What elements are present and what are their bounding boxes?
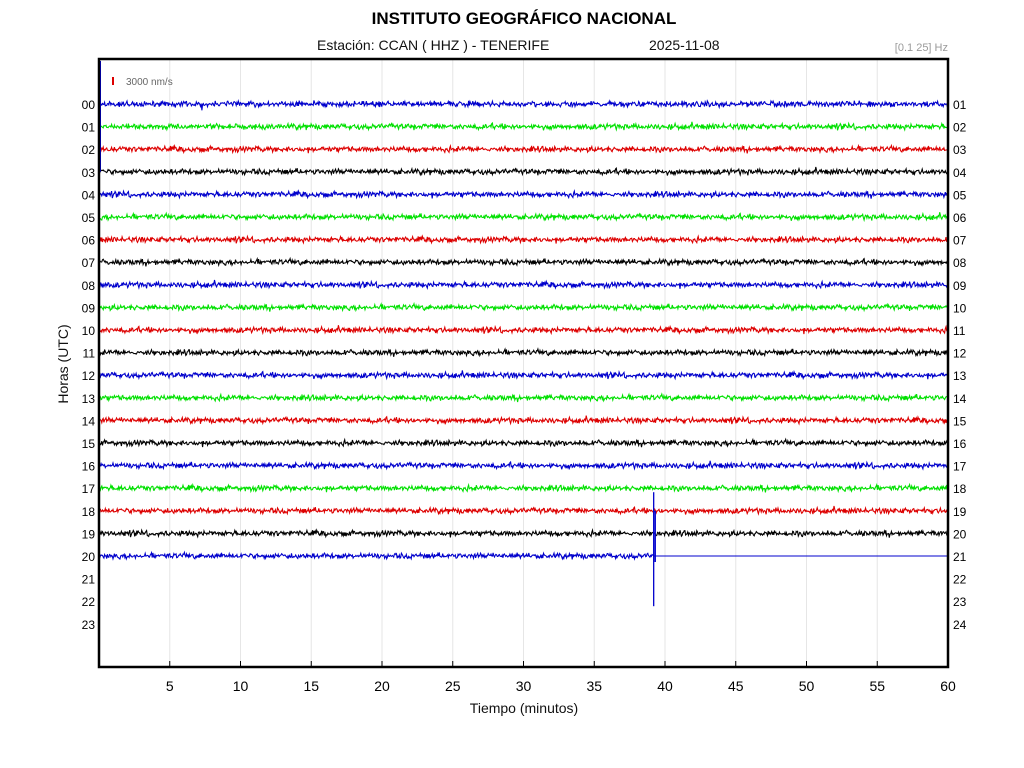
hour-label-left: 06 xyxy=(82,234,96,248)
hour-label-right: 21 xyxy=(953,550,967,564)
x-tick-label: 25 xyxy=(445,678,461,694)
hour-label-right: 17 xyxy=(953,460,967,474)
x-axis-label: Tiempo (minutos) xyxy=(469,700,579,716)
x-tick-label: 55 xyxy=(869,678,885,694)
hour-label-right: 03 xyxy=(953,143,967,157)
trace-hour-12 xyxy=(98,369,948,381)
hour-label-right: 04 xyxy=(953,166,967,180)
hour-label-left: 02 xyxy=(82,143,96,157)
trace-hour-09 xyxy=(98,301,948,313)
x-tick-label: 30 xyxy=(516,678,532,694)
trace-hour-15 xyxy=(98,437,948,449)
hour-label-left: 21 xyxy=(82,573,96,587)
trace-hour-11 xyxy=(98,347,948,358)
trace-hour-20 xyxy=(98,550,654,561)
hour-label-right: 14 xyxy=(953,392,967,406)
hour-label-right: 20 xyxy=(953,527,967,541)
trace-hour-03 xyxy=(98,166,948,177)
hour-label-left: 14 xyxy=(82,414,96,428)
hour-label-left: 11 xyxy=(83,347,96,361)
trace-hour-01 xyxy=(98,121,948,132)
hour-label-right: 22 xyxy=(953,573,967,587)
hour-label-left: 07 xyxy=(82,256,96,270)
hour-label-right: 19 xyxy=(953,505,967,519)
trace-hour-16 xyxy=(98,460,948,471)
hour-label-left: 16 xyxy=(82,460,96,474)
hour-label-right: 12 xyxy=(953,347,967,361)
trace-hour-14 xyxy=(98,415,948,426)
hour-label-right: 10 xyxy=(953,301,967,315)
hour-label-left: 10 xyxy=(82,324,96,338)
trace-hour-19 xyxy=(98,528,948,539)
hour-label-left: 08 xyxy=(82,279,96,293)
x-tick-label: 35 xyxy=(586,678,602,694)
trace-hour-10 xyxy=(98,324,948,336)
trace-hour-04 xyxy=(98,189,948,200)
x-tick-label: 15 xyxy=(303,678,319,694)
hour-label-right: 06 xyxy=(953,211,967,225)
date-label: 2025-11-08 xyxy=(649,37,720,53)
filter-band: [0.1 25] Hz xyxy=(894,42,948,54)
hour-label-left: 23 xyxy=(82,618,96,632)
trace-hour-18 xyxy=(98,505,948,516)
trace-hour-05 xyxy=(98,211,948,223)
hour-label-right: 07 xyxy=(953,234,967,248)
hour-label-right: 24 xyxy=(953,618,967,632)
scale-label: 3000 nm/s xyxy=(126,77,173,88)
hour-label-right: 01 xyxy=(953,98,967,112)
hour-label-right: 18 xyxy=(953,482,967,496)
trace-hour-07 xyxy=(98,256,948,268)
hour-label-left: 18 xyxy=(82,505,96,519)
y-axis-label: Horas (UTC) xyxy=(55,324,71,404)
hour-label-left: 20 xyxy=(82,550,96,564)
hour-label-left: 17 xyxy=(82,482,96,496)
hour-label-left: 22 xyxy=(82,595,96,609)
chart-title: INSTITUTO GEOGRÁFICO NACIONAL xyxy=(371,9,677,28)
trace-hour-02 xyxy=(98,143,948,155)
trace-hour-08 xyxy=(98,279,948,290)
hour-label-right: 05 xyxy=(953,188,967,202)
x-tick-label: 50 xyxy=(799,678,815,694)
x-tick-label: 20 xyxy=(374,678,390,694)
trace-hour-00 xyxy=(98,99,948,111)
x-tick-label: 40 xyxy=(657,678,673,694)
x-tick-label: 5 xyxy=(166,678,174,694)
hour-label-right: 11 xyxy=(953,324,966,338)
trace-hour-17 xyxy=(98,482,948,494)
hour-label-right: 13 xyxy=(953,369,967,383)
hour-label-right: 23 xyxy=(953,595,967,609)
hour-label-left: 12 xyxy=(82,369,96,383)
x-tick-label: 45 xyxy=(728,678,744,694)
hour-label-right: 09 xyxy=(953,279,967,293)
hour-label-left: 05 xyxy=(82,211,96,225)
hour-label-left: 01 xyxy=(82,121,96,135)
hour-label-left: 19 xyxy=(82,527,96,541)
hour-label-right: 02 xyxy=(953,121,967,135)
hour-label-left: 15 xyxy=(82,437,96,451)
hour-label-right: 08 xyxy=(953,256,967,270)
hour-label-left: 09 xyxy=(82,301,96,315)
x-tick-label: 60 xyxy=(940,678,956,694)
hour-label-left: 00 xyxy=(82,98,96,112)
hour-label-left: 03 xyxy=(82,166,96,180)
hour-label-left: 13 xyxy=(82,392,96,406)
trace-hour-06 xyxy=(98,234,948,245)
trace-hour-13 xyxy=(98,392,948,403)
hour-label-left: 04 xyxy=(82,188,96,202)
hour-label-right: 15 xyxy=(953,414,967,428)
x-tick-label: 10 xyxy=(233,678,249,694)
station-line: Estación: CCAN ( HHZ ) - TENERIFE xyxy=(317,37,550,53)
hour-label-right: 16 xyxy=(953,437,967,451)
